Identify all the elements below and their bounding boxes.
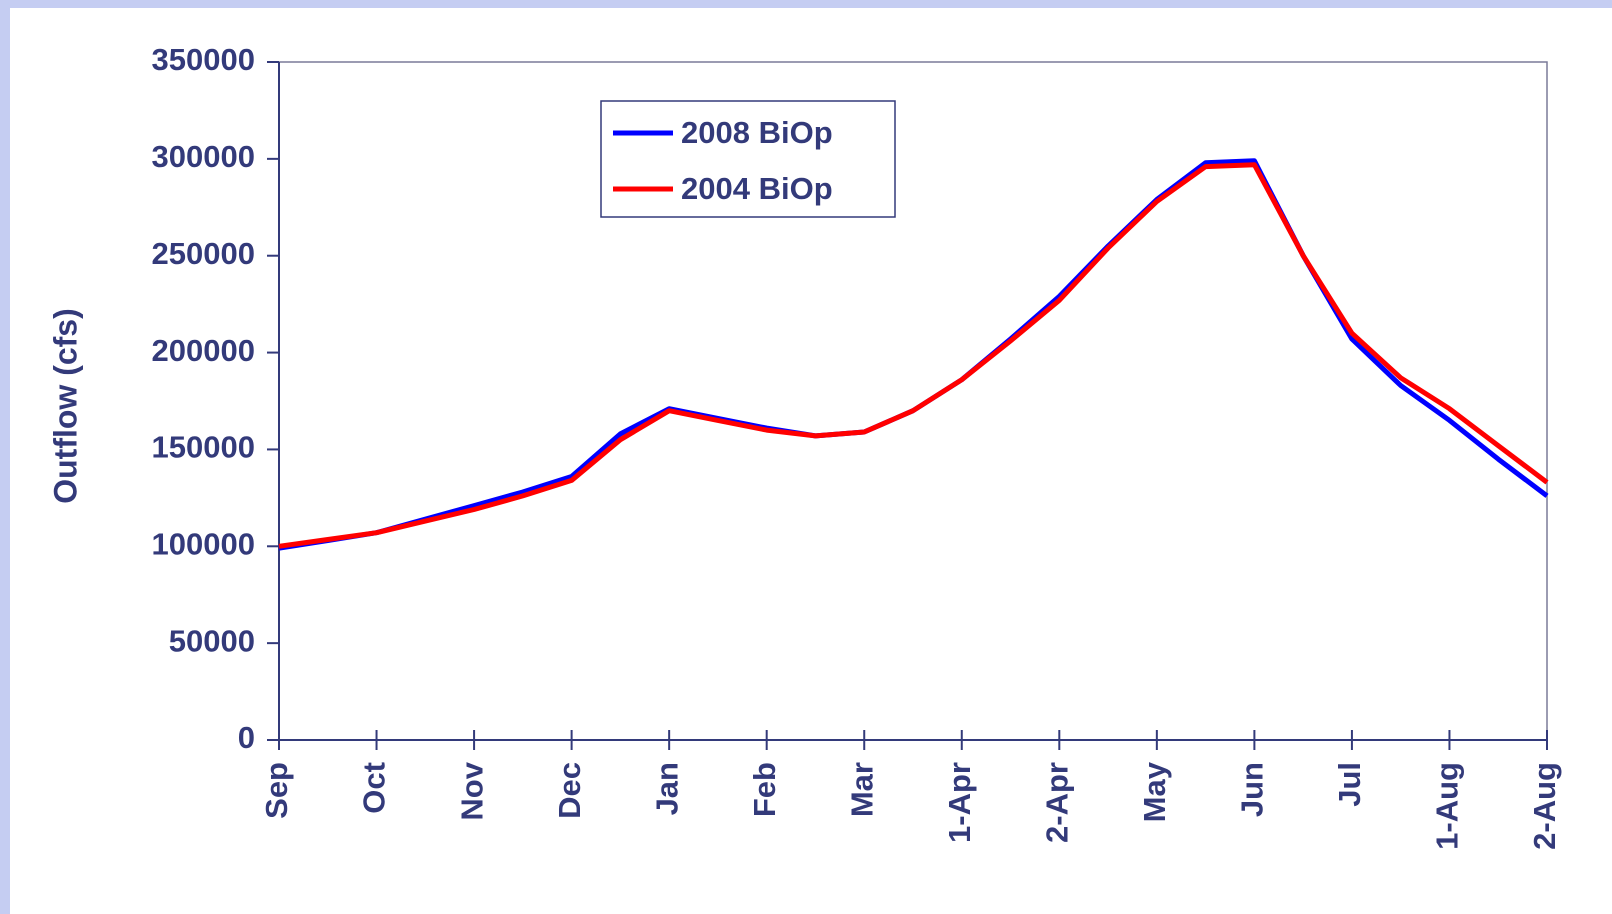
legend-label: 2008 BiOp — [681, 115, 833, 150]
x-tick-label: Dec — [552, 762, 587, 819]
series-line — [278, 162, 1549, 549]
left-strip — [0, 0, 10, 914]
x-tick-label: 1-Apr — [942, 762, 977, 843]
top-strip — [0, 0, 1612, 8]
legend-label: 2004 BiOp — [681, 171, 833, 206]
y-tick-label: 150000 — [152, 430, 255, 465]
x-tick-label: 2-Aug — [1527, 762, 1562, 850]
x-tick-label: 2-Apr — [1039, 762, 1074, 843]
x-tick-label: Sep — [259, 762, 294, 819]
x-tick-label: Oct — [357, 762, 392, 814]
y-tick-label: 200000 — [152, 333, 255, 368]
legend-box — [600, 100, 896, 218]
y-tick-label: 100000 — [152, 526, 255, 561]
plot-area — [278, 61, 1548, 741]
y-tick-label: 50000 — [169, 623, 255, 658]
x-tick-label: May — [1137, 761, 1172, 822]
x-tick-label: Jun — [1235, 762, 1270, 817]
x-tick-label: Jul — [1332, 762, 1367, 807]
y-tick-label: 300000 — [152, 139, 255, 174]
x-tick-label: Feb — [747, 762, 782, 817]
y-tick-label: 350000 — [152, 42, 255, 77]
x-tick-label: Jan — [649, 762, 684, 815]
y-tick-label: 250000 — [152, 236, 255, 271]
y-tick-label: 0 — [238, 720, 255, 755]
y-axis-title: Outflow (cfs) — [47, 308, 83, 504]
x-tick-label: Mar — [844, 762, 879, 817]
x-tick-label: 1-Aug — [1430, 762, 1465, 850]
x-tick-label: Nov — [454, 761, 489, 820]
